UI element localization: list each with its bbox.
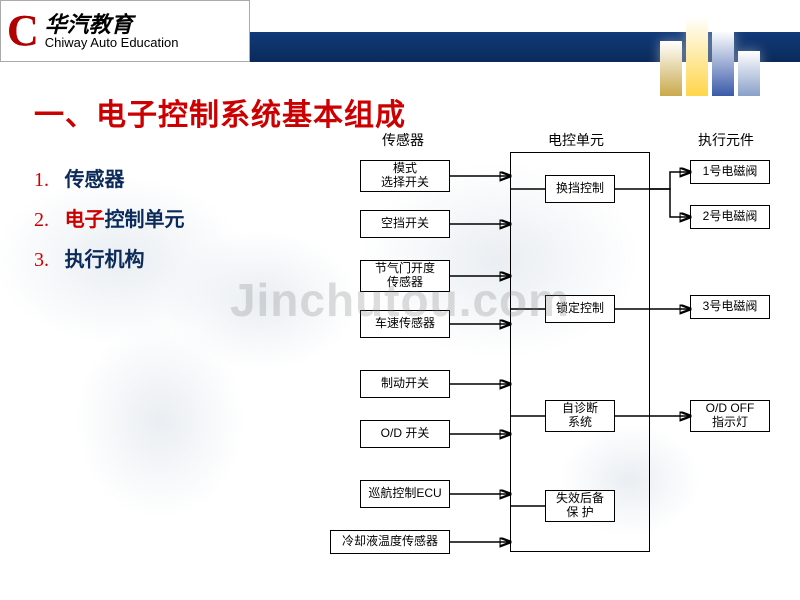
brand-card: C 华汽教育 Chiway Auto Education [0, 0, 250, 62]
diagram-connections [330, 130, 790, 580]
bullet-number: 1. [34, 169, 49, 191]
bullet-text: 电子 [65, 209, 105, 231]
bullet-text: 传感器 [65, 169, 125, 191]
page-title: 一、电子控制系统基本组成 [34, 90, 406, 134]
brand-name-en: Chiway Auto Education [45, 36, 179, 50]
system-diagram: 传感器 电控单元 执行元件 模式选择开关 空挡开关 节气门开度传感器 车速传感器… [330, 130, 790, 580]
bullet-list: 1. 传感器 2. 电子控制单元 3. 执行机构 [34, 160, 185, 280]
bullet-text: 执行机构 [65, 249, 145, 271]
list-item: 1. 传感器 [34, 160, 185, 200]
bullet-number: 3. [34, 249, 49, 271]
header: C 华汽教育 Chiway Auto Education [0, 0, 800, 72]
list-item: 2. 电子控制单元 [34, 200, 185, 240]
list-item: 3. 执行机构 [34, 240, 185, 280]
bullet-number: 2. [34, 209, 49, 231]
brand-logo-icon: C [7, 9, 39, 53]
header-bars-icon [660, 6, 770, 96]
brand-name-cn: 华汽教育 [45, 13, 179, 36]
bullet-text: 控制单元 [105, 209, 185, 231]
